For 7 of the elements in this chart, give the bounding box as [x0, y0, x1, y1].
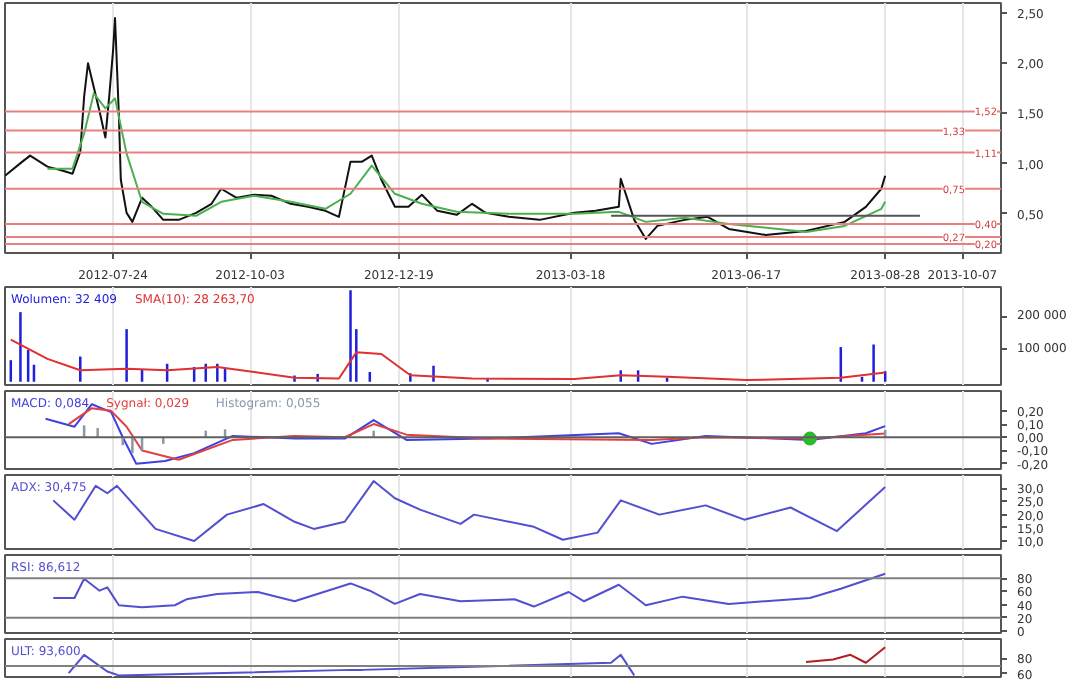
- line-series: [805, 646, 887, 664]
- line-series: [46, 92, 887, 233]
- line-series: [67, 653, 636, 677]
- line-series: [5, 17, 887, 240]
- line-series: [67, 407, 887, 461]
- line-series: [52, 572, 887, 609]
- line-series: [9, 338, 887, 382]
